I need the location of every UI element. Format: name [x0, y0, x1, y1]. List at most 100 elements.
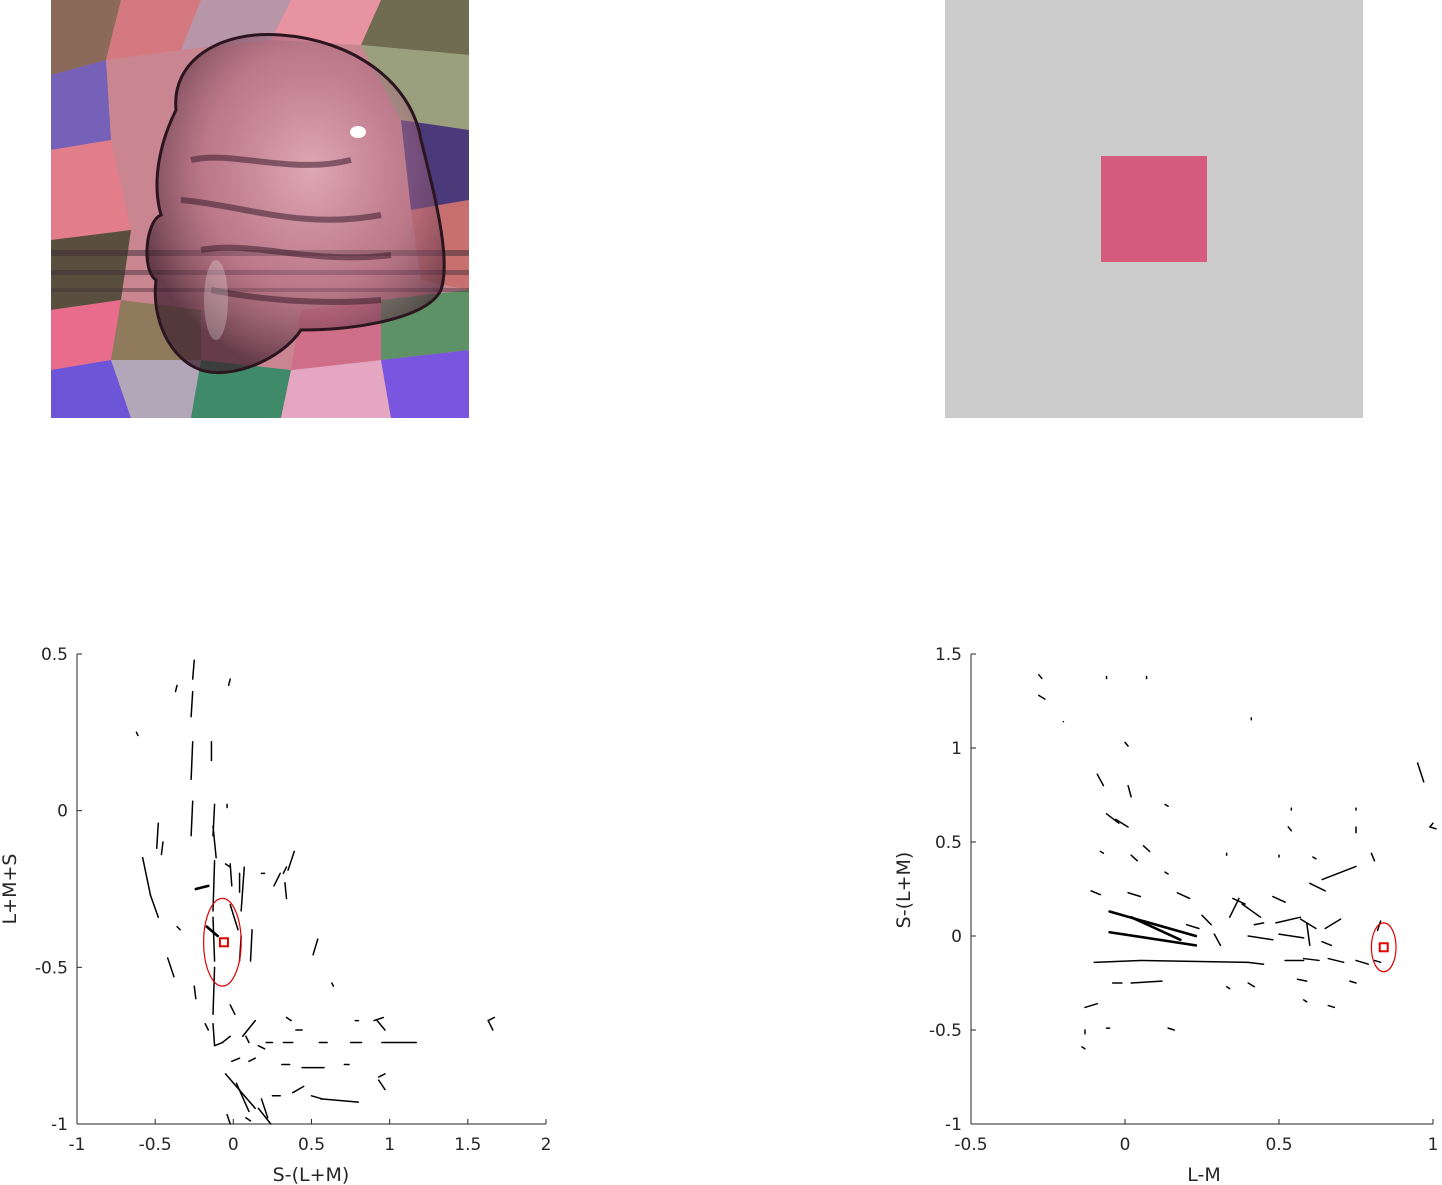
chart-right-contour-segment: [1127, 784, 1132, 798]
chart-left-contour-segment: [212, 916, 216, 962]
chart-left-contour-segment: [248, 1057, 256, 1063]
chart-right-contour-segment: [1201, 914, 1212, 926]
chart-right-contour-segment: [1305, 922, 1311, 947]
chart-left-contour-segment: [190, 740, 194, 781]
chart-left-contour-segment: [249, 928, 253, 962]
chart-right-contour-segment: [1287, 826, 1293, 832]
chart-left-contour-segment: [487, 1016, 496, 1022]
chart-left-contour-segment: [376, 1019, 386, 1031]
chart-right-contour-segment: [1327, 957, 1345, 964]
chart-right-contour-segment: [1429, 826, 1437, 830]
chart-left-contour-segment: [260, 1098, 269, 1119]
chart-right-contour-segment: [1225, 986, 1231, 990]
chart-right-contour-segment: [1302, 957, 1320, 962]
chart-right-contour-segment: [1324, 918, 1342, 930]
chart-left-contour-segment: [229, 863, 233, 887]
chart-right-blue-yellow-vs-red-green: -0.5 0 0.5 1-1-0.500.511.5 L-M S-(L+M): [893, 645, 1439, 1185]
chart-left-luminance-vs-blue-yellow: -1 -0.5 0 0.5 1 1.5 2 -1 -0.5 0 0.5 S-(L+M) L+M+S: [0, 645, 552, 1185]
chart-right-contour-segment: [1370, 852, 1376, 862]
chart-right-contour-segment: [1429, 822, 1434, 828]
chart-right-contour-segment: [1272, 895, 1286, 903]
chart-right-contour-marks: [1038, 673, 1437, 1050]
chart-left-x-tick-label: 1.5: [454, 1135, 481, 1155]
chart-right-contour-segment: [1232, 897, 1246, 905]
chart-left-contour-segment: [212, 1022, 216, 1047]
chart-right-contour-segment: [1355, 959, 1370, 965]
chart-left-x-tick-label: 1: [384, 1135, 395, 1155]
chart-left-contour-segment: [312, 938, 319, 956]
chart-left-contour-segment: [190, 690, 194, 718]
chart-right-contour-segment: [1312, 856, 1317, 860]
chart-left-contour-segment: [257, 1044, 266, 1050]
chart-left-contour-segment: [282, 866, 288, 875]
chart-left-contour-segment: [221, 1035, 231, 1044]
chart-right-contour-segment: [1309, 882, 1326, 892]
chart-right-contour-segment: [1105, 813, 1120, 824]
chart-left-contour-segment: [204, 1022, 210, 1031]
chart-right-contour-segment: [1139, 959, 1249, 964]
chart-left-contour-segment: [487, 1019, 494, 1031]
chart-left-contour-segment: [287, 850, 296, 871]
chart-right-y-tick-label: 1.5: [935, 645, 962, 665]
chart-left-y-tick-label: -0.5: [35, 958, 68, 978]
chart-left-confidence-ellipse: [203, 897, 242, 987]
chart-left-contour-segment: [231, 1057, 241, 1063]
scene-image-glass-blob: [51, 0, 469, 418]
chart-right-contour-segment: [1228, 897, 1240, 918]
chart-left-contour-segment: [174, 684, 178, 693]
chart-right-contour-segment: [1127, 892, 1142, 898]
chart-left-contour-segment: [245, 1035, 250, 1044]
chart-left-contour-segment: [193, 985, 197, 1000]
chart-left-contour-segment: [284, 881, 288, 900]
chart-right-confidence-ellipse: [1370, 922, 1397, 973]
chart-right-contour-segment: [1164, 871, 1169, 875]
chart-right-contour-segment: [1090, 890, 1102, 896]
chart-left-contour-segment: [141, 856, 152, 897]
chart-right-y-tick-label: -1: [945, 1115, 962, 1135]
chart-right-target-marker: [1378, 942, 1389, 953]
chart-left-xlabel: S-(L+M): [273, 1164, 350, 1185]
chart-left-target-marker: [218, 937, 229, 948]
chart-left-contour-segment: [166, 957, 175, 978]
chart-right-x-tick-label: 0: [1120, 1135, 1131, 1155]
chart-right-axes: -0.5 0 0.5 1-1-0.500.511.5: [929, 645, 1439, 1155]
chart-left-contour-segment: [226, 1113, 231, 1125]
chart-right-contour-segment: [1176, 892, 1191, 900]
chart-right-contour-segment: [1321, 865, 1357, 881]
chart-left-contour-segment: [273, 872, 281, 887]
chart-right-contour-segment: [1167, 1027, 1176, 1031]
chart-right-x-tick-label: 0.5: [1265, 1135, 1292, 1155]
chart-left-contour-segment: [331, 982, 335, 987]
chart-left-axes: -1 -0.5 0 0.5 1 1.5 2 -1 -0.5 0 0.5: [35, 645, 552, 1155]
chart-right-contour-segment: [1241, 903, 1262, 918]
chart-right-contour-segment: [1108, 930, 1198, 947]
chart-right-contour-segment: [1129, 915, 1182, 942]
chart-right-contour-segment: [1247, 961, 1265, 965]
chart-right-contour-segment: [1038, 694, 1046, 700]
chart-right-contour-segment: [1299, 918, 1317, 930]
chart-left-contour-segment: [205, 925, 219, 938]
chart-left-contour-segment: [227, 678, 231, 687]
chart-left-contour-segment: [241, 1019, 256, 1038]
chart-left-contour-segment: [190, 800, 194, 837]
color-swatch-panel: [945, 0, 1363, 418]
chart-right-y-tick-label: 1: [951, 739, 962, 759]
chart-left-contour-segment: [229, 903, 239, 931]
chart-right-contour-segment: [1099, 850, 1105, 855]
chart-left-contour-segment: [320, 1098, 360, 1103]
chart-left-contour-segment: [213, 1041, 224, 1047]
chart-left-x-tick-label: 0.5: [298, 1135, 325, 1155]
chart-left-contour-segment: [377, 1079, 386, 1091]
chart-right-contour-segment: [1108, 910, 1198, 938]
chart-right-contour-segment: [1142, 845, 1151, 853]
chart-left-x-tick-label: 0: [228, 1135, 239, 1155]
chart-left-contour-segment: [224, 863, 231, 868]
glass-blob-render-image: [51, 0, 469, 418]
chart-right-contour-segment: [1115, 818, 1129, 828]
chart-right-contour-segment: [1124, 741, 1129, 747]
chart-left-contour-segment: [160, 841, 164, 856]
chart-right-contour-segment: [1164, 803, 1169, 808]
chart-right-contour-segment: [1096, 773, 1105, 787]
chart-left-y-tick-label: 0.5: [41, 645, 68, 665]
chart-left-contour-segment: [149, 894, 160, 918]
